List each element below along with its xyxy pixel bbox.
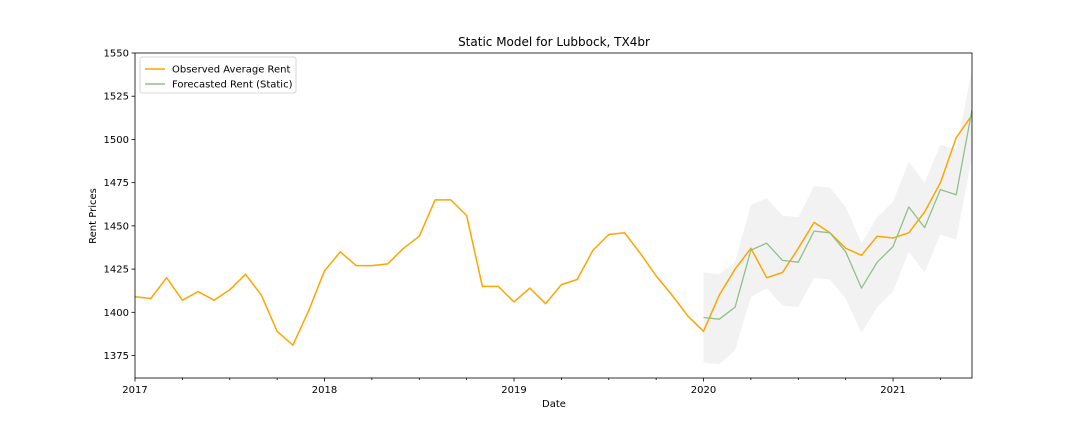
legend-entry: Observed Average Rent — [172, 65, 291, 76]
legend-entry: Forecasted Rent (Static) — [172, 80, 293, 91]
axes: 1375 1400 1425 1450 1475 1500 1525 1550 2017 2018… — [104, 49, 973, 396]
y-tick-label: 1525 — [104, 92, 129, 103]
series-group — [135, 70, 972, 365]
x-tick-label: 2017 — [122, 385, 147, 396]
y-tick-label: 1450 — [104, 221, 129, 232]
y-tick-label: 1425 — [104, 265, 129, 276]
y-axis-label: Rent Prices — [88, 188, 99, 244]
x-tick-label: 2018 — [312, 385, 337, 396]
plot-frame — [134, 52, 973, 379]
x-tick-label: 2021 — [880, 385, 905, 396]
confidence-band — [703, 70, 972, 365]
y-tick-label: 1375 — [104, 351, 129, 362]
y-tick-label: 1400 — [104, 308, 129, 319]
plot-area — [135, 70, 972, 365]
y-tick-label: 1550 — [104, 49, 129, 60]
chart-title: Static Model for Lubbock, TX4br — [458, 35, 650, 49]
y-tick-label: 1500 — [104, 135, 129, 146]
x-axis-label: Date — [542, 399, 566, 410]
legend-box — [139, 56, 297, 94]
legend: Observed Average Rent Forecasted Rent (St… — [139, 56, 297, 94]
series-line-1 — [703, 109, 972, 320]
x-tick-label: 2019 — [501, 385, 526, 396]
y-tick-label: 1475 — [104, 178, 129, 189]
x-tick-label: 2020 — [691, 385, 716, 396]
